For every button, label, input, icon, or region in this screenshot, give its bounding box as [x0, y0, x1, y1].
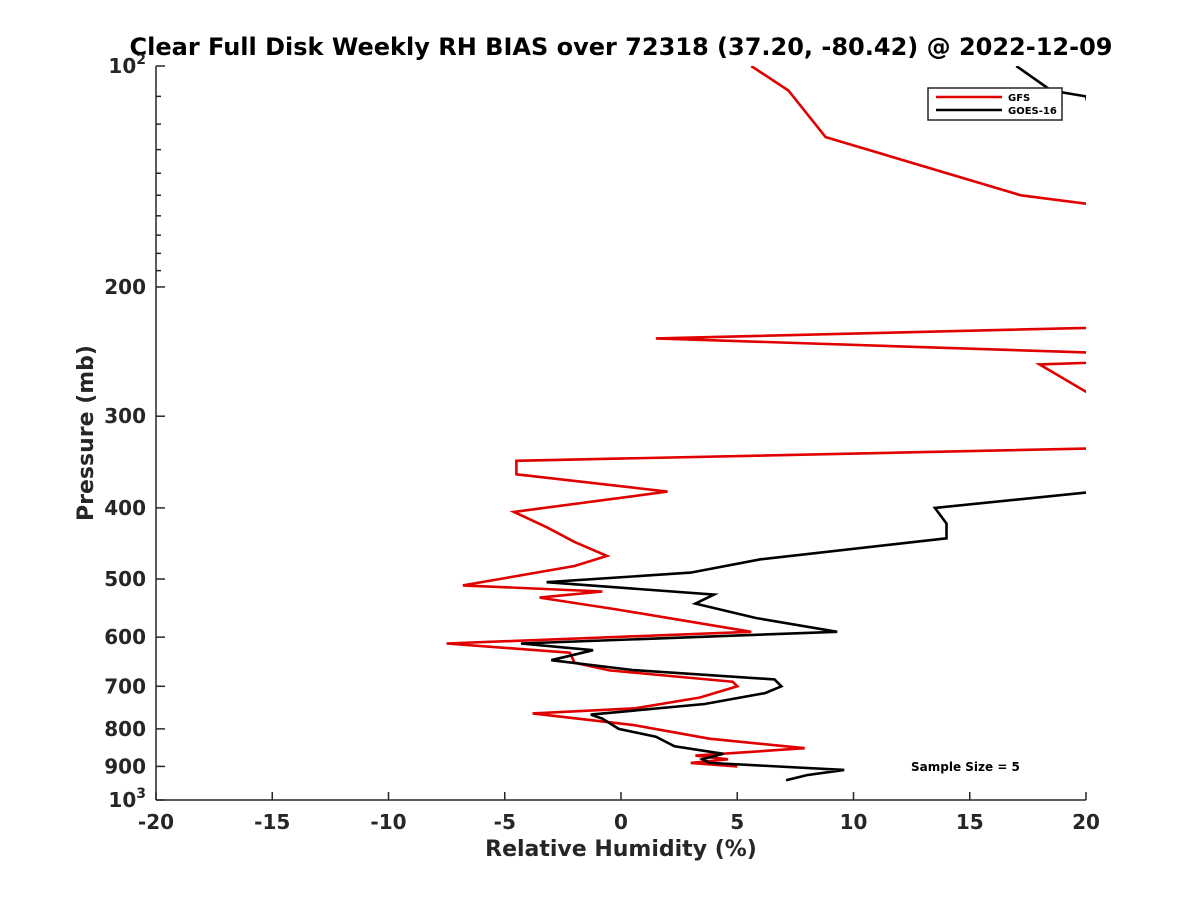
y-tick-label: 300 [104, 404, 146, 428]
y-ticks: 102 200 300 400 500 600 700 800 900 103 [104, 52, 165, 812]
legend: GFS GOES-16 [927, 87, 1063, 121]
y-tick-label: 700 [104, 674, 146, 698]
series-line-0 [446, 66, 1086, 768]
y-tick-label: 400 [104, 496, 146, 520]
series-layer [446, 66, 1086, 782]
x-axis-label: Relative Humidity (%) [485, 837, 757, 862]
legend-box [927, 87, 1063, 121]
y-tick-label: 800 [104, 717, 146, 741]
chart-title: Clear Full Disk Weekly RH BIAS over 7231… [130, 33, 1113, 61]
x-tick-label: -10 [370, 810, 406, 834]
y-tick-label: 900 [104, 754, 146, 778]
axes-layer [155, 66, 1086, 801]
x-tick-label: -5 [494, 810, 516, 834]
y-axis-label: Pressure (mb) [74, 345, 99, 521]
x-ticks: -20 -15 -10 -5 0 5 10 15 20 [138, 792, 1100, 834]
y-tick-label: 600 [104, 625, 146, 649]
x-tick-label: 20 [1072, 810, 1100, 834]
y-tick-label: 500 [104, 567, 146, 591]
x-tick-label: 15 [956, 810, 984, 834]
y-tick-label: 200 [104, 275, 146, 299]
x-tick-label: -15 [254, 810, 290, 834]
legend-label-1: GOES-16 [1008, 106, 1057, 117]
series-line-1 [520, 66, 1086, 782]
y-tick-label: 103 [108, 786, 146, 812]
x-tick-label: 5 [730, 810, 744, 834]
legend-label-0: GFS [1008, 93, 1030, 104]
x-tick-label: 10 [840, 810, 868, 834]
x-tick-label: -20 [138, 810, 174, 834]
sample-size-annotation: Sample Size = 5 [911, 760, 1020, 774]
y-tick-label: 102 [108, 52, 146, 78]
x-tick-label: 0 [614, 810, 628, 834]
